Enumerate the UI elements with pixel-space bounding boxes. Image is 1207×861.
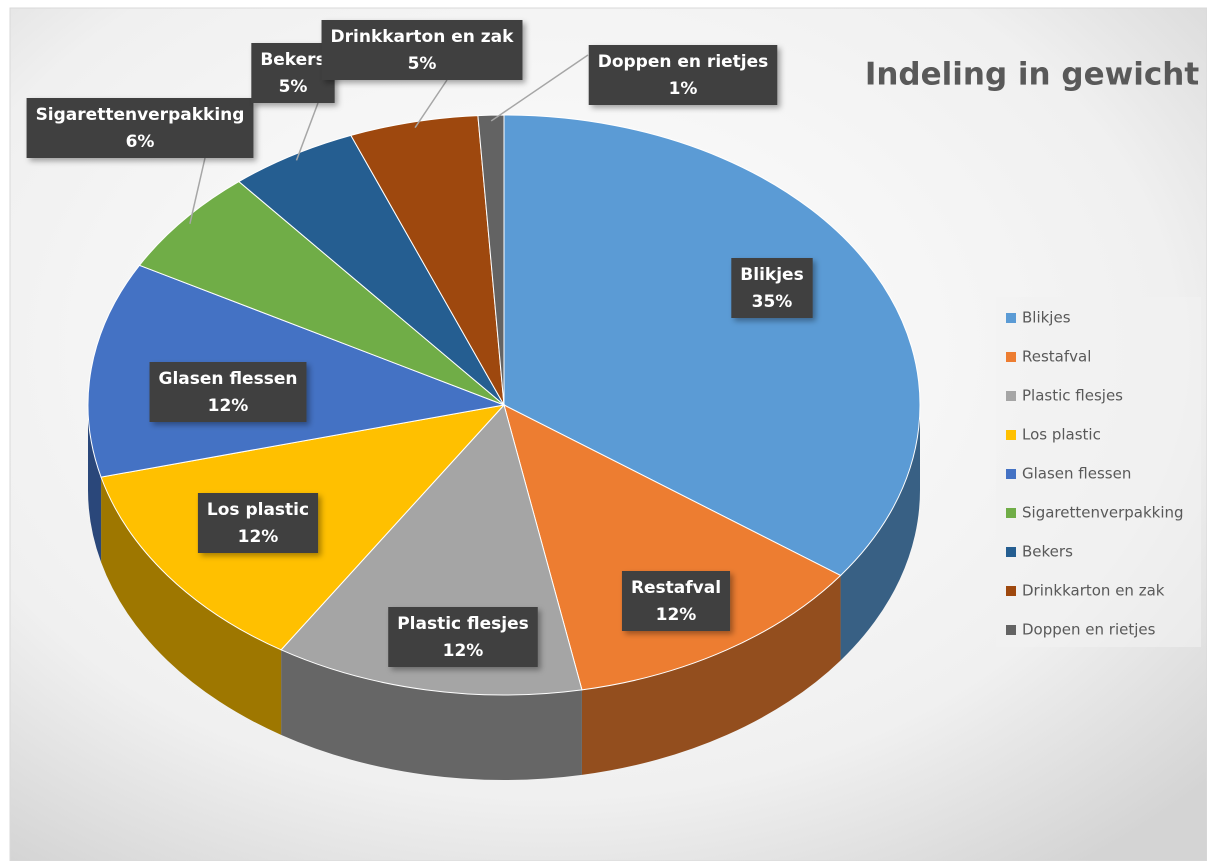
data-label-name: Bekers — [260, 50, 325, 70]
data-label-value: 35% — [752, 292, 793, 312]
legend-label: Bekers — [1022, 543, 1073, 561]
data-label: Sigarettenverpakking 6% — [26, 98, 254, 158]
data-label-name: Sigarettenverpakking — [36, 105, 245, 125]
data-label-box — [731, 258, 813, 318]
data-label: Drinkkarton en zak 5% — [321, 20, 523, 80]
pie-slice — [503, 404, 842, 691]
legend: Blikjes Restafval Plastic flesjes Los plast… — [996, 297, 1201, 647]
data-label-name: Drinkkarton en zak — [331, 27, 515, 47]
legend-swatch — [1006, 508, 1016, 518]
data-label-name: Restafval — [631, 578, 721, 598]
data-label-box — [251, 43, 335, 103]
data-label-box — [588, 45, 778, 105]
data-label: Bekers 5% — [251, 43, 335, 103]
legend-label: Sigarettenverpakking — [1022, 504, 1184, 522]
legend-label: Drinkkarton en zak — [1022, 582, 1165, 600]
data-label-name: Glasen flessen — [159, 369, 298, 389]
data-label-name: Blikjes — [740, 265, 803, 285]
data-label-box — [321, 20, 523, 80]
data-label-value: 12% — [656, 605, 697, 625]
pie-slice — [138, 180, 505, 406]
data-label: Blikjes 35% — [731, 258, 813, 318]
data-label-value: 12% — [443, 641, 484, 661]
leader-line — [490, 54, 589, 122]
legend-swatch — [1006, 391, 1016, 401]
pie-slice-side — [840, 405, 920, 661]
legend-label: Blikjes — [1022, 309, 1071, 327]
pie-slice — [477, 114, 505, 406]
data-label: Plastic flesjes 12% — [388, 607, 538, 667]
legend-swatch — [1006, 586, 1016, 596]
data-label: Glasen flessen 12% — [149, 362, 307, 422]
leader-line — [189, 157, 206, 225]
legend-background — [996, 297, 1201, 647]
chart-title: Indeling in gewicht — [865, 57, 1200, 93]
data-label-box — [621, 571, 731, 631]
leader-line — [414, 79, 448, 129]
data-label-name: Plastic flesjes — [397, 614, 529, 634]
legend-swatch — [1006, 469, 1016, 479]
data-label: Restafval 12% — [621, 571, 731, 631]
data-label: Doppen en rietjes 1% — [588, 45, 778, 105]
legend-swatch — [1006, 625, 1016, 635]
data-label-value: 5% — [279, 77, 308, 97]
leader-line — [295, 102, 319, 161]
legend-swatch — [1006, 547, 1016, 557]
data-label: Los plastic 12% — [197, 493, 319, 553]
pie-slice — [503, 114, 921, 577]
pie-slice-side — [581, 575, 841, 775]
legend-swatch — [1006, 352, 1016, 362]
data-label-value: 1% — [669, 79, 698, 99]
data-label-box — [388, 607, 538, 667]
data-label-value: 5% — [408, 54, 437, 74]
data-label-name: Doppen en rietjes — [598, 52, 769, 72]
legend-label: Los plastic — [1022, 426, 1101, 444]
pie-slice-side — [88, 405, 102, 563]
legend-swatch — [1006, 430, 1016, 440]
data-label-box — [197, 493, 319, 553]
data-label-name: Los plastic — [207, 500, 309, 520]
legend-label: Restafval — [1022, 348, 1091, 366]
data-label-value: 6% — [126, 132, 155, 152]
pie-slice-side — [281, 649, 582, 780]
legend-label: Plastic flesjes — [1022, 387, 1123, 405]
legend-swatch — [1006, 313, 1016, 323]
data-label-value: 12% — [238, 527, 279, 547]
data-label-value: 12% — [208, 396, 249, 416]
legend-label: Glasen flessen — [1022, 465, 1131, 483]
pie-slice-side — [101, 477, 282, 735]
legend-label: Doppen en rietjes — [1022, 621, 1156, 639]
data-label-box — [26, 98, 254, 158]
data-label-box — [149, 362, 307, 422]
